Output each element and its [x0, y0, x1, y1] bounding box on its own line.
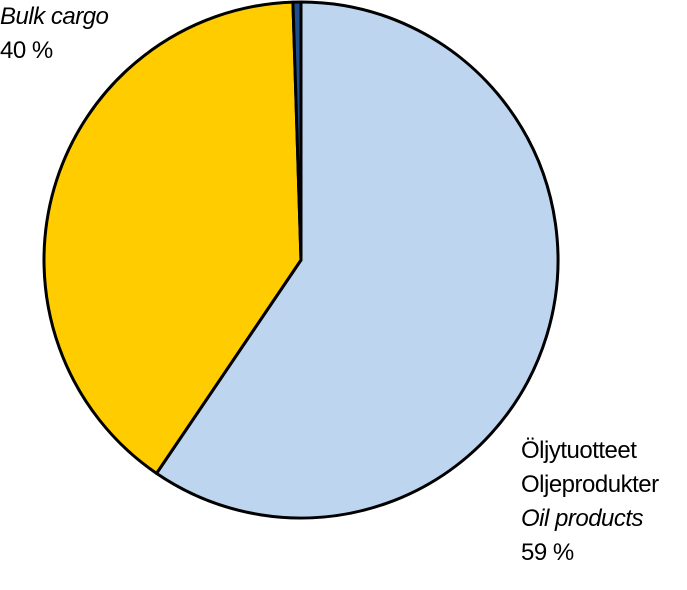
slice-percent-oil-products: 59 %: [521, 539, 574, 566]
slice-name-swedish: Oljeprodukter: [521, 471, 659, 498]
slice-name-finnish: Öljytuotteet: [521, 437, 637, 464]
slice-bulk-cargo: [42, 0, 303, 475]
slice-name-english: Oil products: [521, 505, 644, 532]
slice-oil-products: [155, 0, 560, 520]
slice-other: [291, 0, 303, 262]
slice-percent-bulk-cargo: 40 %: [0, 37, 53, 64]
slice-label-bulk-cargo: Bulk cargo 40 %: [0, 0, 109, 68]
slice-name-bulk-cargo: Bulk cargo: [0, 3, 109, 30]
slice-label-oil-products: Öljytuotteet Oljeprodukter Oil products …: [521, 434, 659, 570]
